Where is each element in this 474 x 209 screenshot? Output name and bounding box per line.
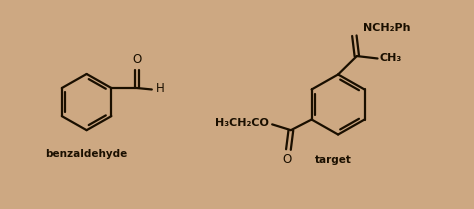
Text: H₃CH₂CO: H₃CH₂CO bbox=[215, 118, 269, 128]
Text: H: H bbox=[156, 83, 165, 96]
Text: NCH₂Ph: NCH₂Ph bbox=[363, 23, 411, 33]
Text: O: O bbox=[132, 53, 142, 66]
Text: benzaldehyde: benzaldehyde bbox=[46, 149, 128, 159]
Text: CH₃: CH₃ bbox=[380, 53, 402, 63]
Text: target: target bbox=[315, 155, 352, 165]
Text: O: O bbox=[283, 153, 292, 166]
